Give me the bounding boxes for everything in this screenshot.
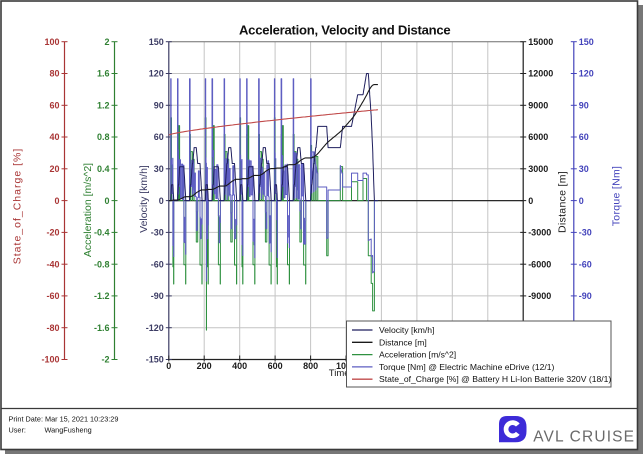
svg-text:Torque [Nm]: Torque [Nm] [611, 166, 623, 227]
svg-text:12000: 12000 [528, 69, 553, 79]
svg-text:400: 400 [232, 361, 247, 371]
svg-text:2: 2 [104, 37, 109, 47]
svg-text:-90: -90 [151, 291, 164, 301]
svg-text:0: 0 [54, 196, 59, 206]
svg-text:90: 90 [154, 101, 164, 111]
svg-text:0: 0 [579, 196, 584, 206]
svg-text:Distance [m]: Distance [m] [557, 171, 569, 233]
svg-text:State_of_Charge [%] @ Battery: State_of_Charge [%] @ Battery H Li-Ion B… [379, 374, 611, 384]
svg-text:Acceleration [m/s^2]: Acceleration [m/s^2] [379, 350, 456, 360]
svg-text:1.2: 1.2 [97, 101, 110, 111]
svg-text:-40: -40 [46, 259, 59, 269]
svg-text:-9000: -9000 [528, 291, 551, 301]
svg-text:30: 30 [154, 164, 164, 174]
svg-text:-1.2: -1.2 [94, 291, 110, 301]
svg-text:-30: -30 [579, 228, 592, 238]
svg-text:Velocity [km/h]: Velocity [km/h] [138, 165, 150, 233]
svg-text:State_of_Charge [%]: State_of_Charge [%] [12, 148, 24, 264]
svg-text:-150: -150 [146, 355, 164, 365]
svg-text:0: 0 [166, 361, 171, 371]
svg-text:0.8: 0.8 [97, 132, 110, 142]
svg-text:0: 0 [104, 196, 109, 206]
svg-text:150: 150 [579, 37, 594, 47]
svg-text:WangFusheng: WangFusheng [45, 426, 92, 435]
svg-text:0: 0 [159, 196, 164, 206]
svg-text:Acceleration [m/s^2]: Acceleration [m/s^2] [82, 163, 94, 257]
svg-text:-60: -60 [46, 291, 59, 301]
svg-text:-60: -60 [579, 259, 592, 269]
svg-text:User:: User: [9, 426, 26, 435]
svg-text:-30: -30 [151, 228, 164, 238]
svg-text:100: 100 [44, 37, 59, 47]
svg-text:200: 200 [197, 361, 212, 371]
svg-text:-80: -80 [46, 323, 59, 333]
svg-text:800: 800 [303, 361, 318, 371]
svg-text:-60: -60 [151, 259, 164, 269]
svg-text:60: 60 [154, 132, 164, 142]
svg-text:90: 90 [579, 101, 589, 111]
svg-text:-100: -100 [41, 355, 59, 365]
svg-text:30: 30 [579, 164, 589, 174]
svg-text:Velocity [km/h]: Velocity [km/h] [379, 325, 434, 335]
svg-text:-3000: -3000 [528, 228, 551, 238]
svg-text:3000: 3000 [528, 164, 548, 174]
svg-text:0: 0 [528, 196, 533, 206]
svg-text:-1.6: -1.6 [94, 323, 110, 333]
svg-text:-20: -20 [46, 228, 59, 238]
svg-text:15000: 15000 [528, 37, 553, 47]
svg-text:Torque [Nm] @ Electric Machine: Torque [Nm] @ Electric Machine eDrive (1… [379, 362, 555, 372]
svg-text:20: 20 [49, 164, 59, 174]
svg-text:AVL CRUISE: AVL CRUISE [533, 429, 635, 446]
svg-text:Time [s]: Time [s] [329, 368, 362, 379]
svg-text:150: 150 [149, 37, 164, 47]
svg-text:1.6: 1.6 [97, 69, 110, 79]
svg-text:40: 40 [49, 132, 59, 142]
svg-text:0.4: 0.4 [97, 164, 110, 174]
svg-text:-90: -90 [579, 291, 592, 301]
svg-text:9000: 9000 [528, 101, 548, 111]
svg-text:60: 60 [49, 101, 59, 111]
svg-text:Print Date: Mar 15, 2021 10:23: Print Date: Mar 15, 2021 10:23:29 [9, 415, 119, 424]
svg-text:-6000: -6000 [528, 259, 551, 269]
svg-text:Acceleration, Velocity and Dis: Acceleration, Velocity and Distance [239, 22, 450, 37]
svg-text:80: 80 [49, 69, 59, 79]
svg-text:120: 120 [149, 69, 164, 79]
svg-text:120: 120 [579, 69, 594, 79]
svg-text:60: 60 [579, 132, 589, 142]
svg-text:-120: -120 [146, 323, 164, 333]
svg-text:Distance [m]: Distance [m] [379, 337, 427, 347]
svg-text:600: 600 [268, 361, 283, 371]
svg-text:-2: -2 [101, 355, 109, 365]
svg-text:-0.8: -0.8 [94, 259, 110, 269]
svg-text:6000: 6000 [528, 132, 548, 142]
svg-text:-0.4: -0.4 [94, 228, 110, 238]
